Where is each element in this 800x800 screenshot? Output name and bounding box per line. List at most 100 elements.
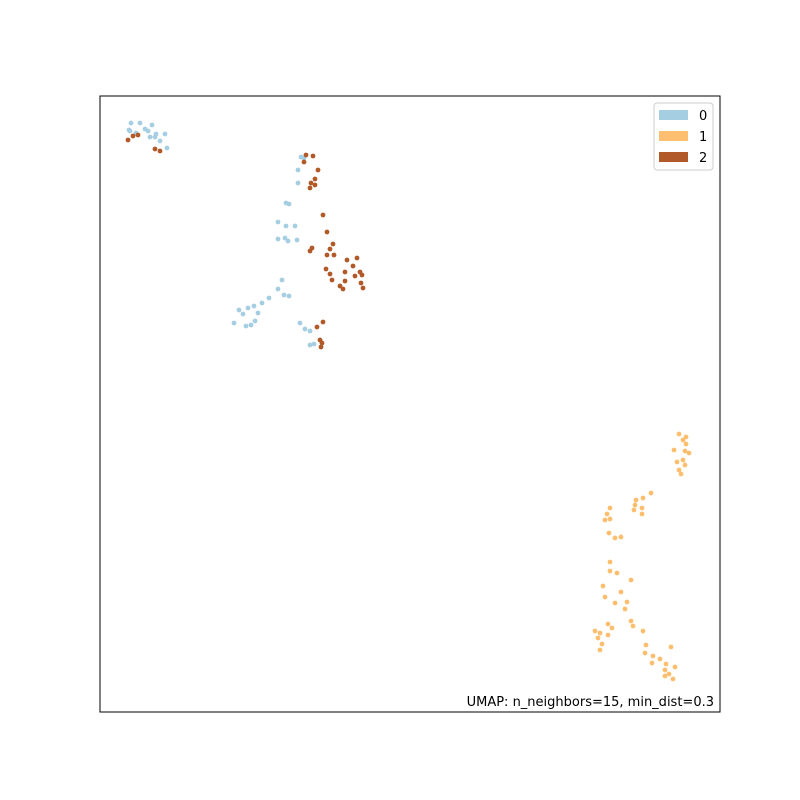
point-series-1-6 — [686, 450, 692, 456]
point-series-1-14 — [633, 497, 639, 503]
point-series-1-42 — [597, 630, 603, 636]
legend-label-1: 1 — [699, 130, 707, 145]
point-series-0-11 — [157, 138, 163, 144]
point-series-2-13 — [320, 212, 326, 218]
point-series-2-25 — [327, 271, 333, 277]
point-series-1-58 — [670, 676, 676, 682]
point-series-1-36 — [628, 618, 634, 624]
point-series-0-30 — [286, 293, 292, 299]
point-series-1-35 — [622, 606, 628, 612]
point-series-2-36 — [320, 319, 326, 325]
point-series-0-29 — [281, 292, 287, 298]
point-series-1-34 — [624, 599, 630, 605]
point-series-2-24 — [323, 266, 329, 272]
point-series-2-22 — [344, 257, 350, 263]
point-series-1-51 — [657, 656, 663, 662]
point-series-1-3 — [683, 441, 689, 447]
point-series-1-24 — [612, 535, 618, 541]
plot-frame — [99, 95, 721, 713]
point-series-0-42 — [297, 320, 303, 326]
point-series-2-37 — [314, 324, 320, 330]
point-series-1-26 — [607, 559, 613, 565]
point-series-1-41 — [592, 628, 598, 634]
point-series-1-57 — [662, 673, 668, 679]
points-layer — [125, 120, 692, 682]
point-series-0-44 — [307, 328, 313, 334]
point-series-2-29 — [359, 272, 365, 278]
point-series-1-50 — [650, 653, 656, 659]
legend-label-2: 2 — [699, 151, 707, 166]
point-series-0-32 — [259, 300, 265, 306]
point-series-2-28 — [352, 273, 358, 279]
legend-items: 0 1 2 — [659, 109, 707, 166]
point-series-1-21 — [602, 517, 608, 523]
point-series-0-43 — [302, 326, 308, 332]
point-series-1-27 — [607, 568, 613, 574]
point-series-0-26 — [292, 223, 298, 229]
point-series-1-18 — [639, 511, 645, 517]
point-series-1-1 — [683, 434, 689, 440]
point-series-0-25 — [294, 237, 300, 243]
point-series-0-45 — [311, 341, 317, 347]
point-series-0-22 — [282, 235, 288, 241]
point-series-0-19 — [286, 201, 292, 207]
legend-swatch-1 — [659, 131, 688, 141]
point-series-1-28 — [614, 570, 620, 576]
point-series-2-12 — [307, 185, 313, 191]
point-series-0-6 — [145, 128, 151, 134]
legend: 0 1 2 — [653, 102, 714, 171]
point-series-1-10 — [678, 471, 684, 477]
point-series-2-2 — [135, 132, 141, 138]
point-series-1-15 — [632, 502, 638, 508]
point-series-0-34 — [245, 305, 251, 311]
point-series-1-7 — [680, 457, 686, 463]
legend-swatch-0 — [659, 110, 688, 120]
point-series-0-12 — [162, 131, 168, 137]
point-series-0-28 — [275, 286, 281, 292]
point-series-2-6 — [310, 153, 316, 159]
legend-swatch-2 — [659, 152, 688, 162]
point-series-0-37 — [255, 310, 261, 316]
point-series-2-4 — [157, 148, 163, 154]
point-series-2-9 — [312, 176, 318, 182]
point-series-1-4 — [671, 447, 677, 453]
point-series-0-20 — [275, 219, 281, 225]
point-series-2-32 — [337, 283, 343, 289]
point-series-1-47 — [643, 642, 649, 648]
point-series-2-30 — [329, 277, 335, 283]
point-series-1-48 — [642, 650, 648, 656]
point-series-0-2 — [149, 122, 155, 128]
point-series-1-54 — [672, 664, 678, 670]
series-0 — [126, 120, 317, 348]
point-series-1-16 — [639, 505, 645, 511]
point-series-2-21 — [354, 255, 360, 261]
point-series-1-46 — [640, 628, 646, 634]
point-series-0-33 — [251, 303, 257, 309]
point-series-1-25 — [618, 534, 624, 540]
point-series-1-39 — [609, 625, 615, 631]
point-series-1-56 — [666, 671, 672, 677]
point-series-2-8 — [315, 167, 321, 173]
point-series-2-0 — [125, 137, 131, 143]
point-series-1-20 — [604, 511, 610, 517]
point-series-2-33 — [358, 280, 364, 286]
point-series-1-9 — [682, 462, 688, 468]
point-series-0-35 — [236, 307, 242, 313]
point-series-1-32 — [618, 589, 624, 595]
legend-label-0: 0 — [699, 109, 707, 124]
point-series-1-30 — [600, 583, 606, 589]
point-series-1-22 — [607, 516, 613, 522]
point-series-1-29 — [628, 577, 634, 583]
point-series-0-23 — [275, 236, 281, 242]
point-series-2-7 — [301, 159, 307, 165]
point-series-2-20 — [331, 252, 337, 258]
point-series-0-17 — [295, 180, 301, 186]
point-series-0-40 — [248, 322, 254, 328]
point-series-0-31 — [266, 295, 272, 301]
point-series-1-45 — [597, 647, 603, 653]
point-series-1-12 — [648, 490, 654, 496]
point-series-0-39 — [231, 320, 237, 326]
point-series-1-44 — [599, 641, 605, 647]
point-series-2-16 — [307, 248, 313, 254]
point-series-2-3 — [152, 146, 158, 152]
